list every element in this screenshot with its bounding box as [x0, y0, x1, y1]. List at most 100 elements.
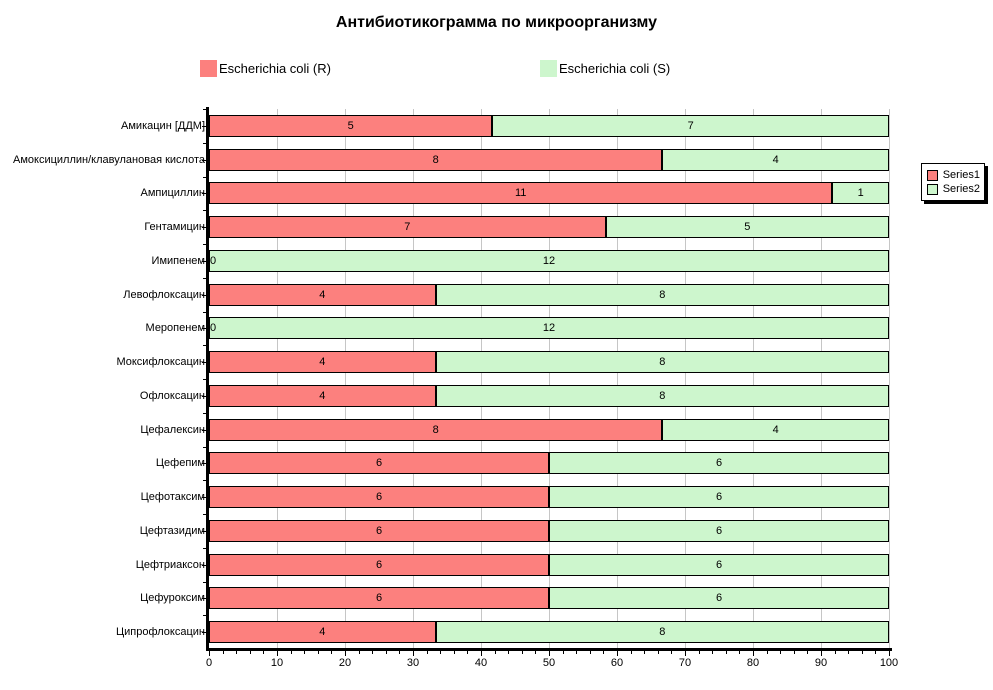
- bar-segment-r: [209, 114, 493, 137]
- bar-value-label-r: 6: [375, 457, 383, 470]
- x-tick-label: 10: [270, 657, 284, 669]
- x-axis-major-tick: [753, 651, 754, 656]
- bar-value-label-s: 6: [715, 524, 723, 537]
- bar-value-label-r: 8: [432, 153, 439, 166]
- y-axis-line: [206, 107, 209, 651]
- x-axis-major-tick: [209, 651, 210, 656]
- bar-segment-r: [209, 418, 663, 441]
- x-tick-label: 80: [746, 657, 760, 669]
- y-axis-center-tick: [202, 260, 206, 262]
- x-tick-label: 70: [678, 657, 692, 669]
- gridline-x-100: [889, 109, 890, 649]
- bar-value-label-s: 5: [744, 221, 751, 234]
- x-axis-minor-tick: [780, 651, 782, 654]
- category-label: Моксифлоксацин: [116, 356, 205, 369]
- x-axis-minor-tick: [562, 651, 564, 654]
- x-axis-minor-tick: [807, 651, 809, 654]
- y-axis-center-tick: [202, 598, 206, 600]
- legend-swatch-r: [200, 59, 217, 77]
- series1-swatch: [927, 169, 938, 181]
- x-axis-major-tick: [617, 651, 618, 656]
- gridline-x-40: [481, 109, 482, 649]
- y-axis-boundary-tick: [203, 210, 206, 212]
- y-axis-center-tick: [202, 530, 206, 532]
- y-axis-center-tick: [202, 294, 206, 296]
- x-axis-minor-tick: [671, 651, 673, 654]
- bar-segment-s: [549, 519, 889, 542]
- x-axis-minor-tick: [508, 651, 510, 654]
- y-axis-boundary-tick: [203, 615, 206, 617]
- gridline-x-90: [821, 109, 822, 649]
- bar-segment-s: [549, 587, 889, 610]
- category-label: Меропенем: [145, 322, 205, 335]
- bar-value-label-r: 7: [404, 221, 411, 234]
- category-label: Имипенем: [151, 254, 205, 267]
- bar-value-label-s: 6: [715, 558, 723, 571]
- bar-value-label-r: 4: [319, 356, 326, 369]
- bar-segment-r: [209, 384, 436, 407]
- bar-segment-r: [209, 452, 549, 475]
- y-axis-boundary-tick: [203, 311, 206, 313]
- bar-segment-s: [492, 114, 889, 137]
- category-label: Гентамицин: [144, 221, 205, 234]
- bar-value-label-r: 5: [347, 119, 354, 132]
- gridline-x-60: [617, 109, 618, 649]
- y-axis-center-tick: [202, 193, 206, 195]
- bar-value-label-r: 6: [375, 558, 383, 571]
- bar-segment-s: [435, 384, 889, 407]
- y-axis-center-tick: [202, 125, 206, 127]
- x-axis-major-tick: [413, 651, 414, 656]
- x-axis-major-tick: [277, 651, 278, 656]
- x-axis-minor-tick: [249, 651, 251, 654]
- category-label: Цефепим: [155, 457, 205, 470]
- x-axis-major-tick: [889, 651, 890, 656]
- gridline-x-10: [277, 109, 278, 649]
- bar-value-label-s: 8: [659, 626, 666, 639]
- bar-segment-r: [209, 553, 549, 576]
- bar-segment-r: [209, 148, 663, 171]
- bar-segment-s: [832, 182, 889, 205]
- x-axis-minor-tick: [603, 651, 605, 654]
- category-label: Амикацин [ДДМ]: [121, 119, 205, 132]
- x-tick-label: 30: [406, 657, 420, 669]
- bar-segment-r: [209, 216, 606, 239]
- x-axis-major-tick: [345, 651, 346, 656]
- x-axis-line: [206, 648, 892, 651]
- y-axis-boundary-tick: [203, 244, 206, 245]
- x-axis-minor-tick: [494, 651, 496, 654]
- bar-value-label-s: 7: [687, 119, 694, 132]
- bar-segment-r: [209, 283, 436, 306]
- bar-row: 12 0: [209, 249, 889, 272]
- category-label: Цефтриаксон: [135, 558, 205, 571]
- x-tick-label: 100: [879, 657, 899, 669]
- bar-value-label-s: 12: [542, 322, 556, 335]
- x-axis-minor-tick: [793, 651, 795, 654]
- bar-value-label-s: 12: [542, 254, 556, 267]
- y-axis-boundary-tick: [203, 345, 206, 347]
- bar-value-label-s: 6: [715, 491, 723, 504]
- category-label: Левофлоксацин: [123, 288, 205, 301]
- y-axis-boundary-tick: [203, 547, 206, 549]
- x-axis-minor-tick: [576, 651, 578, 654]
- x-axis-minor-tick: [399, 651, 401, 654]
- x-axis-minor-tick: [385, 651, 387, 654]
- gridline-x-50: [549, 109, 550, 649]
- x-axis-minor-tick: [440, 651, 442, 654]
- x-axis-minor-tick: [834, 651, 836, 654]
- x-axis-major-tick: [821, 651, 822, 656]
- x-axis-minor-tick: [766, 651, 768, 654]
- bar-segment-r: [209, 351, 436, 374]
- x-axis-minor-tick: [331, 651, 333, 654]
- x-axis-minor-tick: [861, 651, 863, 654]
- category-label: Ципрофлоксацин: [115, 626, 205, 639]
- x-axis-minor-tick: [453, 651, 455, 654]
- bar-value-label-s: 8: [659, 356, 666, 369]
- bar-segment-s: [209, 317, 889, 340]
- x-tick-label: 50: [542, 657, 556, 669]
- bar-value-label-r-zero: 0: [210, 322, 217, 335]
